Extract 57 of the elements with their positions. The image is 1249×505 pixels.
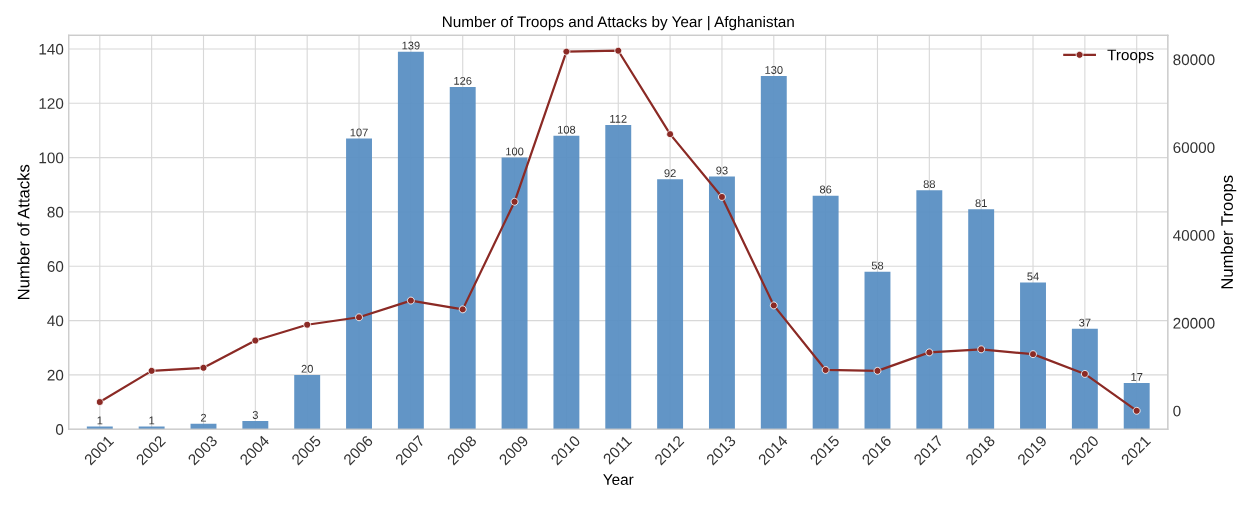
data-label: 126 [454,76,472,85]
bar [708,176,735,430]
bar [760,76,787,430]
y2-tick-label: 0 [1173,405,1181,417]
data-label: 20 [301,364,313,373]
data-label: 1 [97,416,103,425]
y-tick-label: 80 [47,206,64,218]
bar [1020,282,1046,430]
data-label: 100 [506,147,524,156]
data-label: 3 [252,411,258,419]
bar [449,86,476,430]
bar [553,135,580,430]
data-label: 54 [1027,272,1039,281]
bar [294,374,321,430]
data-label: 130 [765,66,783,74]
data-label: 88 [923,180,936,188]
chart-title: Number of Troops and Attacks by Year | Afghanistan [442,15,794,31]
data-label: 92 [664,169,676,178]
y-tick-label: 0 [55,424,64,435]
y-tick-label: 120 [39,98,64,109]
y2-tick-label: 80000 [1173,54,1215,66]
bar [605,125,632,430]
data-label: 1 [149,416,155,425]
x-axis-title: Year [603,474,634,485]
y2-tick-label: 20000 [1173,317,1215,329]
legend-label: Troops [1107,49,1154,64]
bar [1071,328,1098,430]
bar [1123,383,1150,430]
y-tick-label: 20 [47,369,64,381]
data-label: 58 [871,261,884,270]
bar [242,421,269,430]
y-tick-label: 100 [39,152,64,164]
y-tick-label: 140 [39,43,64,55]
data-label: 37 [1079,318,1091,327]
data-label: 2 [200,413,207,422]
bar [968,209,995,430]
bar [812,195,839,430]
y2-tick-label: 40000 [1173,230,1215,241]
bar [864,271,891,430]
data-label: 93 [716,166,728,175]
data-label: 86 [819,185,832,194]
data-label: 107 [350,128,368,137]
y-axis-title: Number of Attacks [17,164,30,300]
data-label: 139 [402,41,420,50]
bar [346,138,372,430]
data-label: 112 [610,114,627,123]
data-label: 108 [557,125,576,134]
y2-axis-title: Number Troops [1220,175,1237,289]
y-tick-label: 60 [47,261,64,272]
bar [916,190,943,430]
y2-tick-label: 60000 [1173,142,1215,154]
bar [501,157,528,430]
bar [657,179,684,430]
data-label: 17 [1131,373,1143,381]
data-label: 81 [975,199,987,208]
y-tick-label: 40 [47,315,64,327]
bar [397,51,424,430]
